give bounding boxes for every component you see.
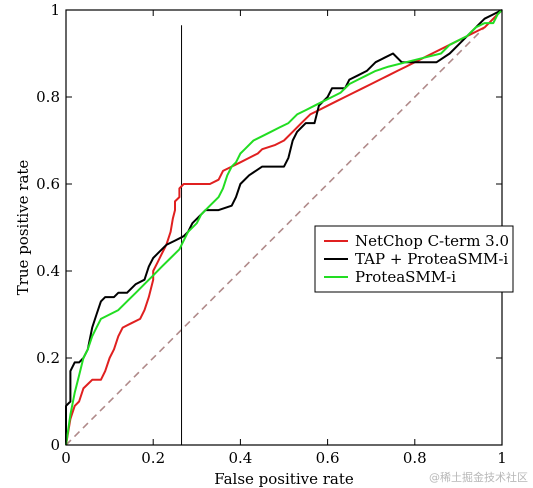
series-line-netchop-c-term-3-0	[65, 9, 503, 446]
x-tick-label: 0.2	[141, 449, 165, 467]
series-line-proteasmm-i	[65, 9, 503, 446]
y-tick-label: 0.4	[36, 262, 60, 280]
x-tick-label: 1	[497, 449, 507, 467]
legend-label: TAP + ProteaSMM-i	[355, 250, 508, 268]
plot-area	[65, 9, 503, 446]
series-line-tap-proteasmm-i	[65, 9, 503, 445]
x-tick-label: 0.4	[228, 449, 252, 467]
x-tick-label: 0.8	[403, 449, 427, 467]
legend-label: ProteaSMM-i	[355, 268, 456, 286]
x-axis-label: False positive rate	[214, 470, 354, 488]
x-tick-label: 0	[61, 449, 71, 467]
y-tick-label: 0	[50, 436, 60, 454]
y-tick-label: 1	[50, 1, 60, 19]
diagonal-reference-line	[65, 9, 503, 446]
watermark-text: @稀土掘金技术社区	[429, 470, 528, 484]
axis-ticks: 0 0.2 0.4 0.6 0.8 1 0 0.2 0.4 0.6 0.8 1	[36, 1, 507, 467]
legend-label: NetChop C-term 3.0	[355, 232, 509, 250]
y-axis-label: True positive rate	[14, 160, 32, 296]
y-tick-label: 0.2	[36, 349, 60, 367]
y-tick-label: 0.6	[36, 175, 60, 193]
y-tick-label: 0.8	[36, 88, 60, 106]
x-tick-label: 0.6	[316, 449, 340, 467]
